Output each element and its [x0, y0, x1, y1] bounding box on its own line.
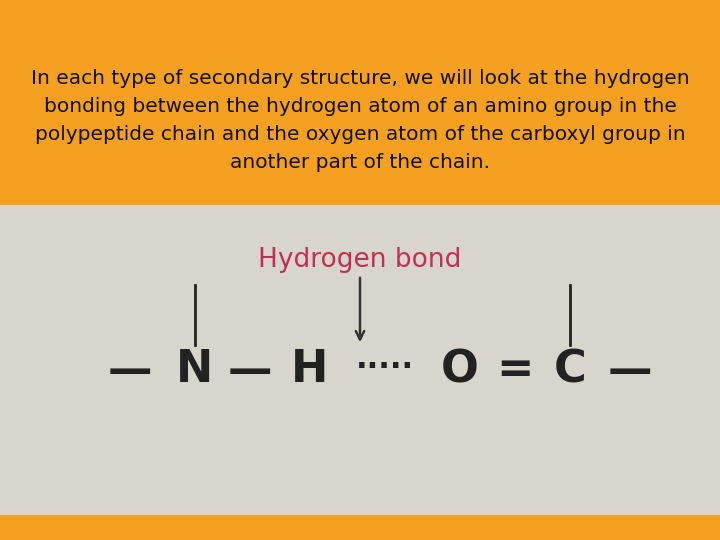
- Text: H: H: [292, 348, 329, 392]
- Bar: [0, 205, 720, 515]
- Text: =: =: [496, 348, 534, 392]
- Text: —: —: [228, 348, 272, 392]
- Text: O: O: [441, 348, 479, 392]
- Text: N: N: [176, 348, 214, 392]
- Text: —: —: [108, 348, 152, 392]
- Text: C: C: [554, 348, 586, 392]
- Text: Hydrogen bond: Hydrogen bond: [258, 247, 462, 273]
- Text: —: —: [608, 348, 652, 392]
- Text: ·····: ·····: [356, 353, 414, 381]
- Text: In each type of secondary structure, we will look at the hydrogen
bonding betwee: In each type of secondary structure, we …: [31, 69, 689, 172]
